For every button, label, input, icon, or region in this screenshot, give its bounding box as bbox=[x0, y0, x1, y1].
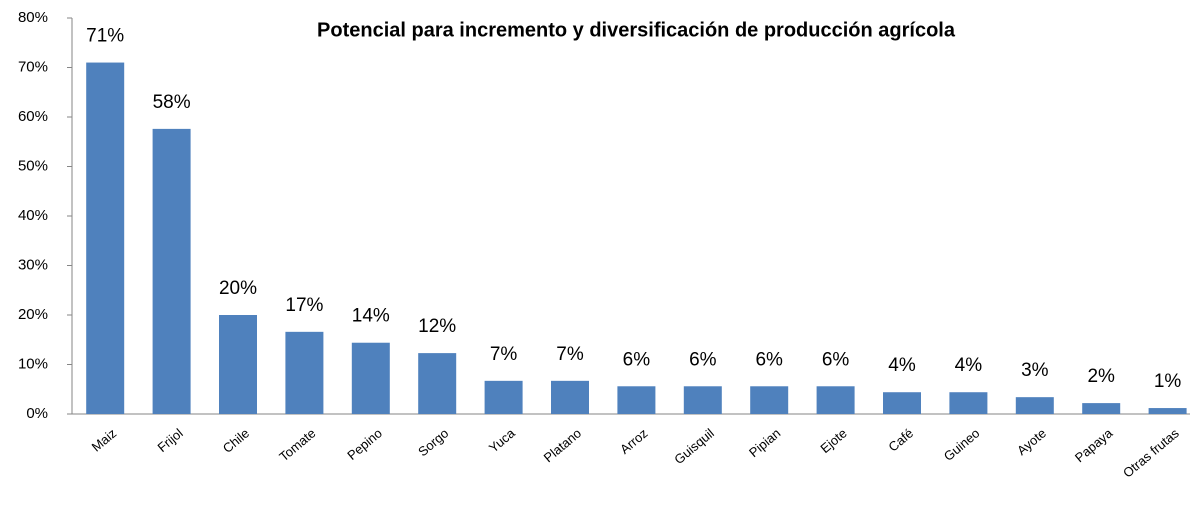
value-label: 4% bbox=[888, 355, 916, 376]
value-label: 7% bbox=[556, 344, 584, 365]
bar bbox=[351, 342, 390, 414]
x-tick-label: Ayote bbox=[1014, 425, 1049, 458]
x-tick-label: Guineo bbox=[941, 425, 983, 463]
value-label: 6% bbox=[689, 349, 717, 370]
x-tick-label: Yuca bbox=[486, 425, 518, 456]
x-tick-label: Café bbox=[885, 425, 916, 454]
x-tick-label: Maiz bbox=[89, 425, 120, 454]
y-tick-label: 80% bbox=[18, 9, 48, 26]
x-tick-label: Pepino bbox=[344, 425, 385, 463]
bar bbox=[551, 380, 589, 414]
value-label: 3% bbox=[1021, 360, 1049, 381]
x-tick-label: Ejote bbox=[817, 425, 849, 456]
x-tick-label: Frijol bbox=[155, 425, 186, 455]
chart-title: Potencial para incremento y diversificac… bbox=[317, 19, 956, 41]
value-label: 58% bbox=[153, 92, 191, 113]
x-tick-label: Arroz bbox=[617, 425, 650, 456]
value-label: 1% bbox=[1154, 371, 1182, 392]
bar bbox=[750, 386, 789, 414]
x-tick-label: Papaya bbox=[1072, 425, 1116, 465]
value-label: 2% bbox=[1087, 366, 1115, 387]
value-label: 7% bbox=[490, 344, 518, 365]
value-label: 6% bbox=[822, 349, 850, 370]
y-tick-label: 40% bbox=[18, 207, 48, 224]
x-tick-label: Platano bbox=[541, 425, 584, 465]
x-tick-label: Sorgo bbox=[415, 425, 451, 459]
bar bbox=[1015, 397, 1054, 414]
bar bbox=[152, 128, 191, 414]
y-tick-label: 70% bbox=[18, 58, 48, 75]
bar bbox=[484, 380, 523, 414]
bar bbox=[617, 386, 656, 414]
value-label: 71% bbox=[86, 26, 124, 47]
bar bbox=[816, 386, 855, 414]
y-tick-label: 10% bbox=[18, 355, 48, 372]
value-label: 6% bbox=[755, 349, 783, 370]
x-tick-label: Pipian bbox=[746, 425, 783, 460]
value-label: 6% bbox=[623, 349, 651, 370]
bar bbox=[1148, 408, 1187, 414]
value-label: 12% bbox=[418, 316, 456, 337]
bar bbox=[86, 62, 125, 415]
bar bbox=[883, 392, 921, 414]
bar bbox=[1082, 403, 1121, 414]
x-tick-label: Chile bbox=[220, 425, 252, 456]
bar bbox=[683, 386, 722, 414]
x-tick-label: Guisquil bbox=[671, 425, 717, 467]
bar bbox=[418, 353, 457, 414]
value-label: 17% bbox=[285, 295, 323, 316]
value-label: 4% bbox=[955, 355, 983, 376]
bar bbox=[285, 331, 324, 414]
bar bbox=[219, 315, 257, 414]
y-tick-label: 0% bbox=[26, 405, 48, 422]
x-tick-label: Tomate bbox=[276, 425, 318, 464]
y-tick-label: 20% bbox=[18, 306, 48, 323]
y-tick-label: 60% bbox=[18, 108, 48, 125]
value-label: 20% bbox=[219, 278, 257, 299]
y-tick-label: 30% bbox=[18, 256, 48, 273]
x-tick-label: Otras frutas bbox=[1120, 425, 1182, 480]
y-tick-label: 50% bbox=[18, 157, 48, 174]
value-label: 14% bbox=[352, 306, 390, 327]
bar bbox=[949, 392, 988, 414]
